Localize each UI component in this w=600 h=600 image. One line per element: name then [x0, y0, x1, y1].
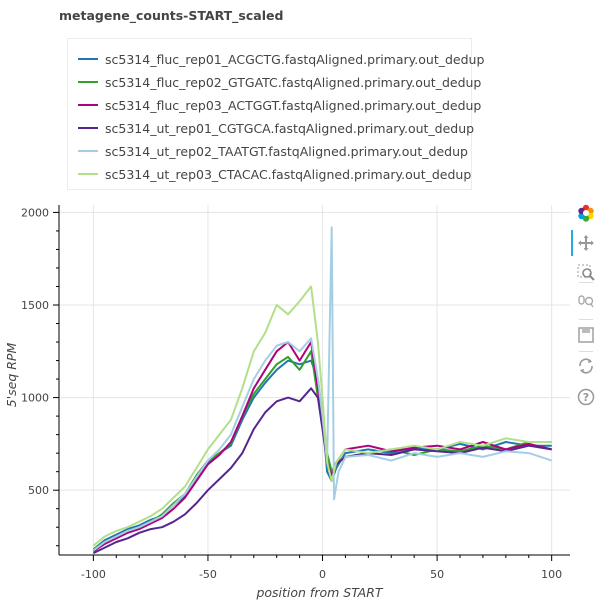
y-tick-label: 1500 — [21, 299, 49, 312]
series-line-4 — [92, 387, 552, 555]
chart-title: metagene_counts-START_scaled — [59, 8, 284, 23]
legend-swatch — [78, 58, 98, 60]
active-tool-indicator — [571, 230, 573, 256]
legend-item[interactable]: sc5314_fluc_rep01_ACGCTG.fastqAligned.pr… — [78, 49, 484, 69]
toolbar-separator — [579, 319, 593, 320]
x-tick-label: -100 — [81, 568, 106, 581]
wheel-zoom-icon[interactable] — [574, 291, 598, 315]
toolbar-separator — [579, 351, 593, 352]
legend-item[interactable]: sc5314_fluc_rep03_ACTGGT.fastqAligned.pr… — [78, 95, 481, 115]
legend-label: sc5314_ut_rep01_CGTGCA.fastqAligned.prim… — [105, 120, 475, 136]
legend-item[interactable]: sc5314_ut_rep02_TAATGT.fastqAligned.prim… — [78, 141, 468, 161]
legend-swatch — [78, 150, 98, 152]
x-tick-label: 0 — [319, 568, 326, 581]
legend-swatch — [78, 81, 98, 83]
toolbar: ? — [571, 199, 600, 419]
series-line-6 — [92, 285, 552, 547]
legend-swatch — [78, 104, 98, 106]
reset-icon[interactable] — [574, 354, 598, 378]
legend-item[interactable]: sc5314_fluc_rep02_GTGATC.fastqAligned.pr… — [78, 72, 481, 92]
toolbar-separator — [579, 282, 593, 283]
y-tick-label: 2000 — [21, 206, 49, 219]
pan-icon[interactable] — [574, 231, 598, 255]
y-tick-label: 500 — [28, 484, 49, 497]
legend-item[interactable]: sc5314_ut_rep03_CTACAC.fastqAligned.prim… — [78, 164, 471, 184]
legend-label: sc5314_fluc_rep03_ACTGGT.fastqAligned.pr… — [105, 97, 482, 113]
x-tick-label: 50 — [430, 568, 444, 581]
y-tick-label: 1000 — [21, 392, 49, 405]
legend-label: sc5314_ut_rep03_CTACAC.fastqAligned.prim… — [105, 166, 472, 182]
legend-label: sc5314_ut_rep02_TAATGT.fastqAligned.prim… — [105, 143, 468, 159]
legend-item[interactable]: sc5314_ut_rep01_CGTGCA.fastqAligned.prim… — [78, 118, 474, 138]
y-axis-title: 5'seq RPM — [4, 343, 19, 408]
x-tick-label: 100 — [541, 568, 562, 581]
series-line-2 — [92, 350, 552, 551]
bokeh-logo-icon[interactable] — [574, 201, 598, 225]
box-zoom-icon[interactable] — [574, 261, 598, 285]
legend-label: sc5314_fluc_rep01_ACGCTG.fastqAligned.pr… — [105, 51, 485, 67]
series-line-5 — [92, 226, 553, 552]
legend-label: sc5314_fluc_rep02_GTGATC.fastqAligned.pr… — [105, 74, 482, 90]
save-icon[interactable] — [574, 323, 598, 347]
legend: sc5314_fluc_rep01_ACGCTG.fastqAligned.pr… — [67, 38, 484, 190]
help-icon[interactable]: ? — [574, 385, 598, 409]
svg-text:?: ? — [583, 391, 589, 404]
legend-swatch — [78, 173, 98, 175]
x-axis-title: position from START — [255, 585, 383, 600]
legend-swatch — [78, 127, 98, 129]
x-tick-label: -50 — [199, 568, 217, 581]
